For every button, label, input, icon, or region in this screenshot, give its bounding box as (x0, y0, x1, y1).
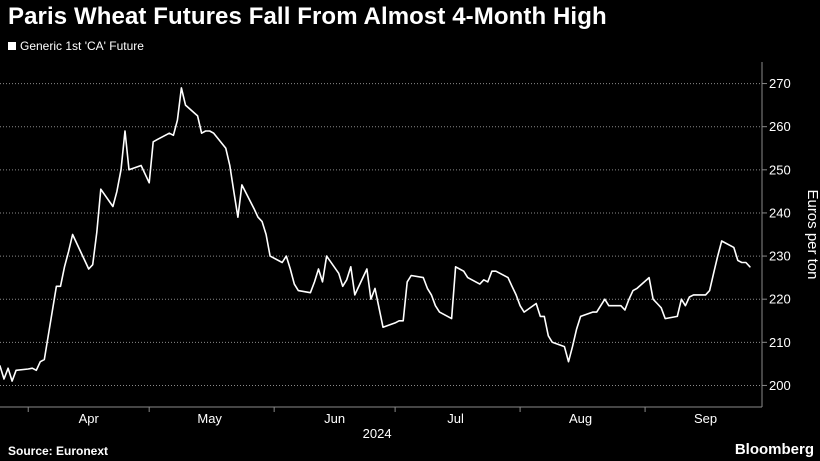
bloomberg-logo: Bloomberg (734, 441, 814, 458)
y-axis-tick-labels: 200 210 220 230 240 250 260 270 (769, 76, 791, 393)
series-line-generic-1st-ca-future (0, 87, 751, 382)
x-axis-tick-labels: Apr May Jun Jul Aug Sep (79, 411, 718, 426)
x-axis-year-label: 2024 (363, 426, 392, 441)
y-tick-label: 200 (769, 378, 791, 393)
y-tick-label: 220 (769, 292, 791, 307)
y-tick-label: 240 (769, 205, 791, 220)
x-tick-label: Apr (79, 411, 100, 426)
source-note: Source: Euronext (8, 444, 109, 458)
y-tick-label: 230 (769, 249, 791, 264)
series-layer (0, 87, 751, 382)
y-tick-label: 210 (769, 335, 791, 350)
y-tick-label: 270 (769, 76, 791, 91)
grid-lines (0, 83, 767, 412)
y-tick-label: 250 (769, 162, 791, 177)
y-axis-title: Euros per ton (804, 189, 820, 279)
legend-label: Generic 1st 'CA' Future (20, 39, 144, 53)
y-tick-label: 260 (769, 119, 791, 134)
x-tick-label: Aug (569, 411, 592, 426)
x-tick-label: Jul (447, 411, 464, 426)
chart-title: Paris Wheat Futures Fall From Almost 4-M… (8, 3, 607, 30)
x-tick-label: Jun (324, 411, 345, 426)
x-tick-label: Sep (694, 411, 717, 426)
legend: Generic 1st 'CA' Future (8, 39, 144, 53)
x-tick-label: May (197, 411, 222, 426)
legend-swatch (8, 42, 16, 50)
